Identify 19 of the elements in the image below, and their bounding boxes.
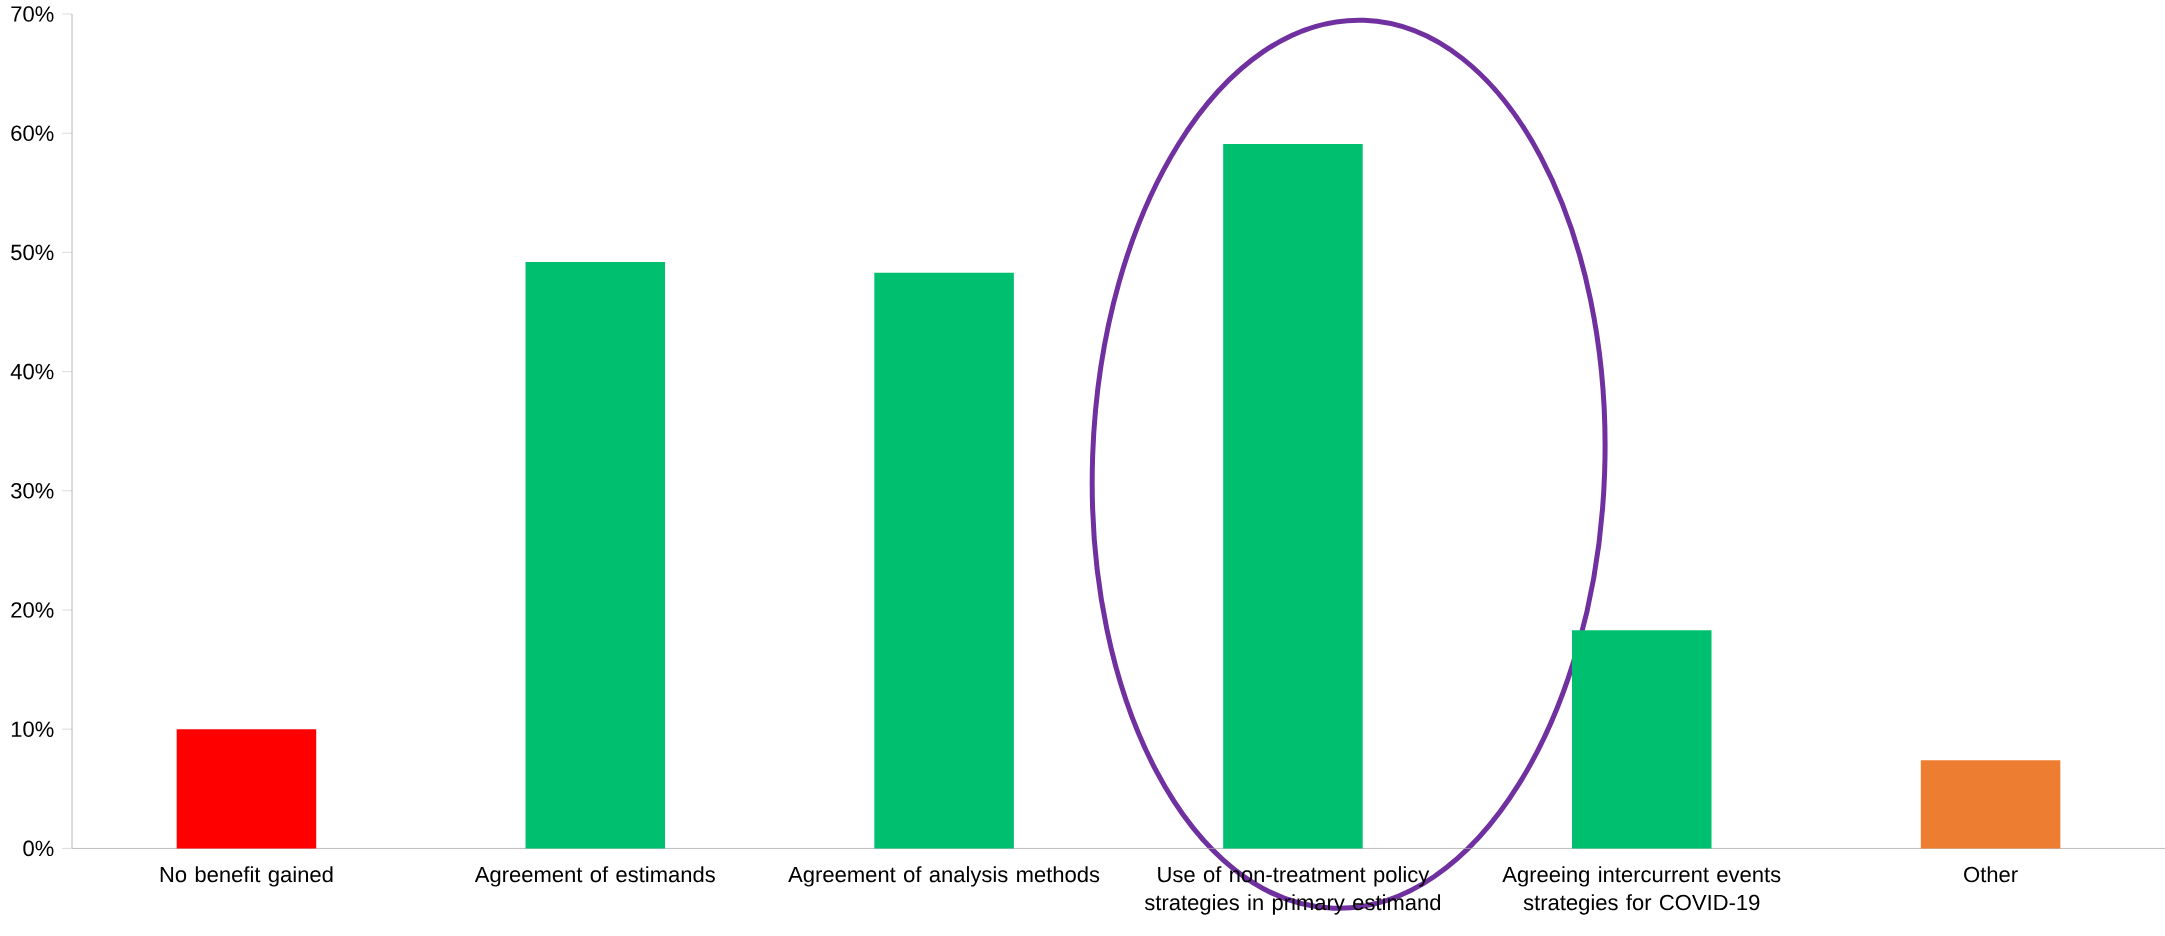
x-tick-label: Agreement of analysis methods	[788, 865, 1100, 887]
x-tick-label: No benefit gained	[160, 865, 333, 887]
y-tick-label: 40%	[10, 363, 54, 380]
y-tick-label: 50%	[11, 244, 54, 260]
x-tick-label: Agreement of estimands	[474, 865, 715, 887]
y-tick-label: 20%	[11, 602, 54, 618]
y-tick-label: 30%	[11, 482, 54, 499]
y-tick-label: 60%	[11, 125, 54, 141]
bar	[1571, 630, 1712, 849]
x-tick-label: Other	[1964, 865, 2018, 883]
x-tick-label: Agreeing intercurrent events strategies for COVID-19	[1502, 865, 1781, 915]
y-tick-label: 10%	[11, 721, 54, 737]
bar	[1920, 759, 2061, 849]
bar	[1223, 143, 1363, 849]
bar	[176, 728, 317, 849]
y-tick-label: 70%	[11, 6, 54, 22]
y-tick-label: 0%	[23, 840, 54, 856]
bar	[874, 272, 1014, 849]
bar	[525, 261, 666, 849]
